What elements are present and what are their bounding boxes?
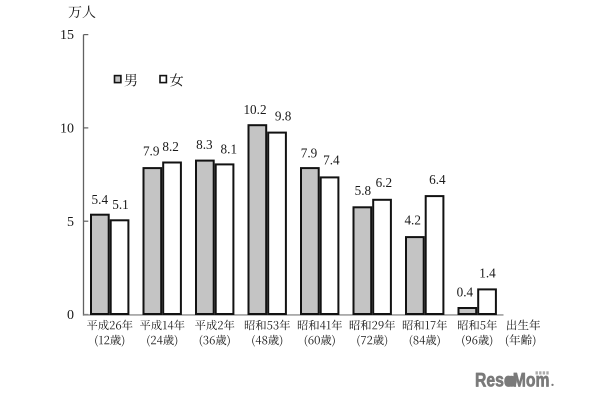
svg-text:7.9: 7.9	[143, 143, 160, 158]
svg-text:9.8: 9.8	[275, 109, 292, 124]
svg-text:0.4: 0.4	[457, 285, 474, 300]
svg-text:5.1: 5.1	[112, 197, 128, 212]
svg-text:0: 0	[67, 308, 74, 323]
svg-text:5: 5	[67, 215, 74, 230]
svg-text:4.2: 4.2	[404, 213, 420, 228]
svg-text:7.4: 7.4	[323, 153, 340, 168]
svg-text:10: 10	[60, 122, 74, 137]
svg-text:6.2: 6.2	[376, 175, 392, 190]
svg-text:5.4: 5.4	[92, 192, 109, 207]
svg-text:7.9: 7.9	[301, 146, 318, 161]
svg-text:8.2: 8.2	[162, 139, 178, 154]
svg-text:10.2: 10.2	[243, 102, 266, 117]
svg-text:8.1: 8.1	[221, 142, 237, 157]
svg-text:6.4: 6.4	[429, 172, 446, 187]
svg-text:5.8: 5.8	[355, 183, 372, 198]
svg-text:15: 15	[60, 28, 74, 43]
svg-text:8.3: 8.3	[196, 137, 213, 152]
svg-text:1.4: 1.4	[479, 266, 496, 281]
